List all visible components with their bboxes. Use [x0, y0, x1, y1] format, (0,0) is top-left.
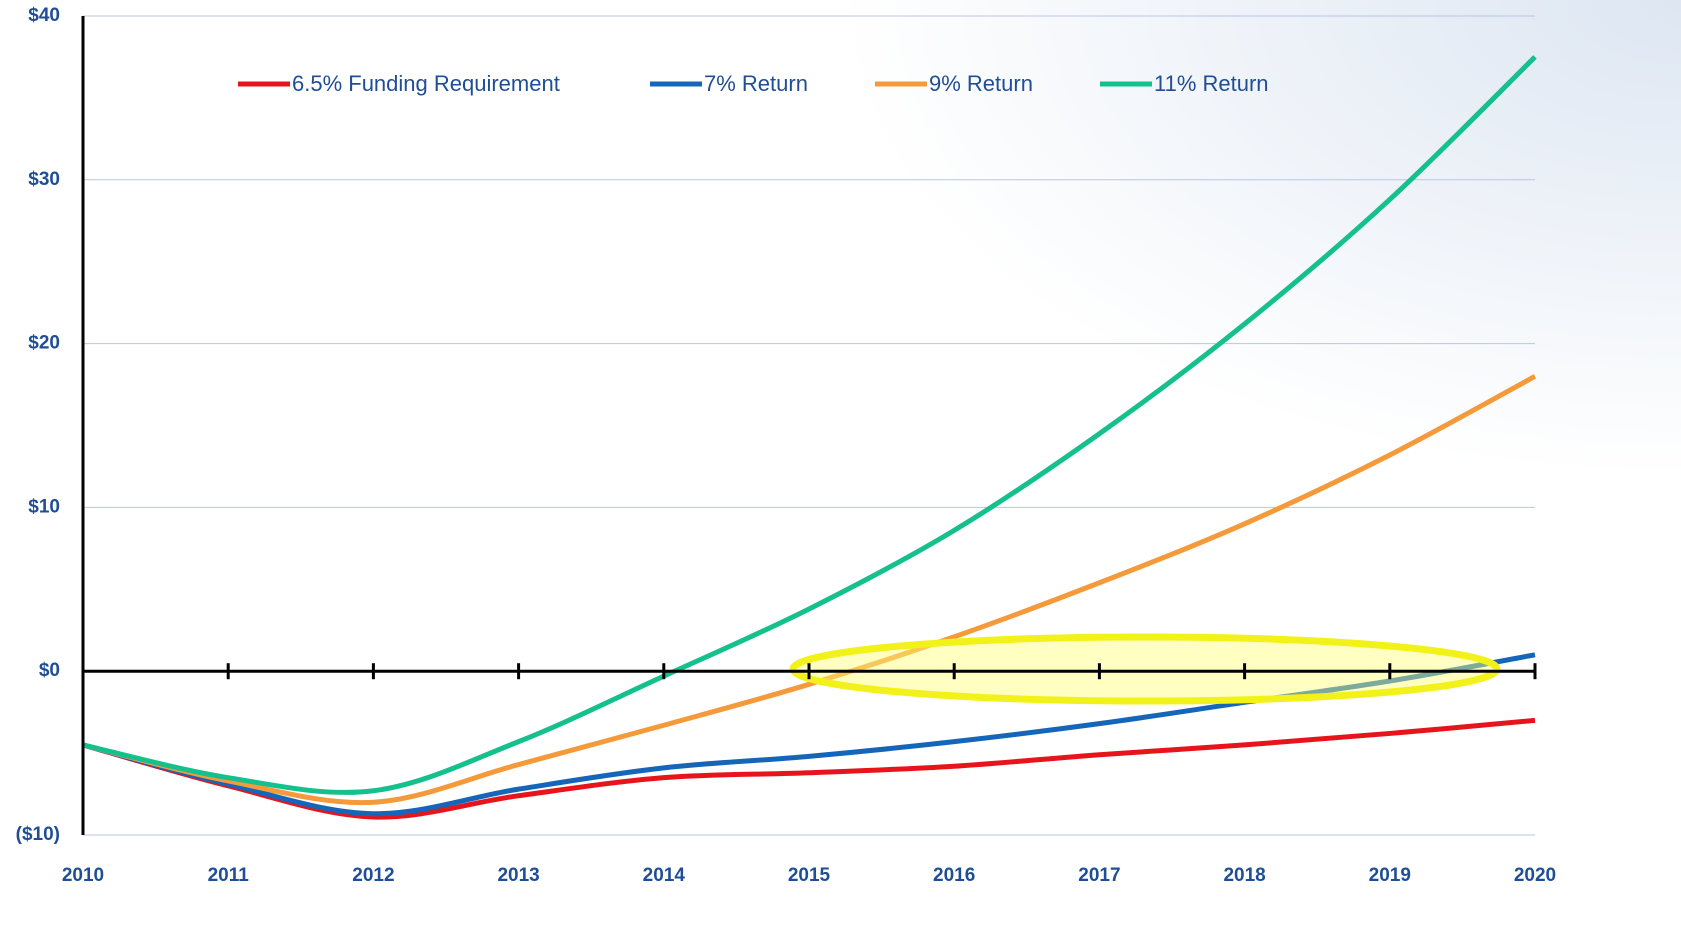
series-line [82, 717, 1536, 820]
x-tick-label: 2016 [933, 865, 975, 886]
legend-label: 6.5% Funding Requirement [292, 71, 560, 96]
x-tick-label: 2012 [352, 865, 394, 886]
series-line [82, 374, 1537, 806]
legend-label: 7% Return [704, 71, 808, 96]
x-tick-label: 2020 [1514, 865, 1556, 886]
y-tick-label: $10 [28, 496, 60, 517]
y-tick-label: $20 [28, 333, 60, 354]
x-tick-label: 2013 [497, 865, 539, 886]
highlight-ellipse [789, 633, 1501, 705]
x-tick-label: 2018 [1223, 865, 1265, 886]
x-tick-label: 2010 [62, 865, 104, 886]
series-line [82, 55, 1537, 795]
y-tick-label: $40 [28, 5, 60, 26]
legend-label: 9% Return [929, 71, 1033, 96]
y-tick-label: $0 [39, 660, 60, 681]
y-tick-label: $30 [28, 169, 60, 190]
x-tick-label: 2019 [1369, 865, 1411, 886]
x-tick-label: 2011 [208, 865, 250, 886]
x-tick-label: 2015 [788, 865, 831, 886]
x-tick-label: 2014 [643, 865, 686, 886]
legend-label: 11% Return [1154, 71, 1269, 96]
y-tick-label: ($10) [16, 824, 60, 845]
x-tick-label: 2017 [1078, 865, 1120, 886]
